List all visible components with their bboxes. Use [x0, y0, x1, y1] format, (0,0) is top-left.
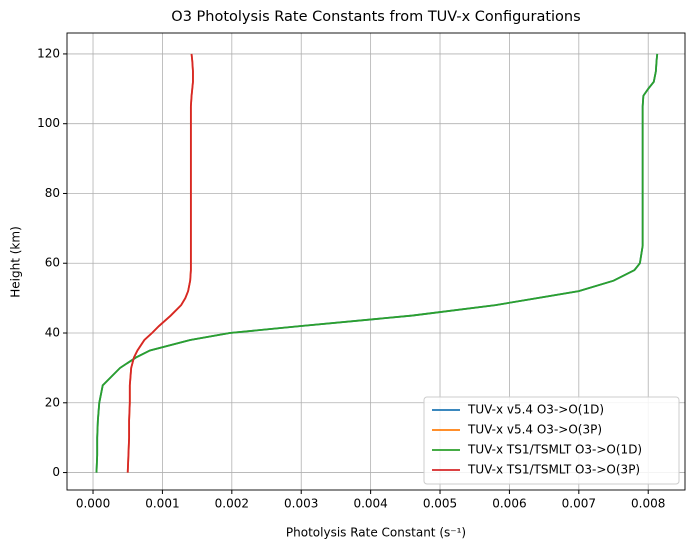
x-tick-label: 0.004: [353, 497, 387, 511]
x-tick-label: 0.007: [562, 497, 596, 511]
x-tick-label: 0.000: [76, 497, 110, 511]
y-tick-label: 0: [52, 465, 60, 479]
x-tick-label: 0.005: [423, 497, 457, 511]
legend-label: TUV-x TS1/TSMLT O3->O(1D): [467, 443, 642, 457]
plot-frame: [66, 32, 686, 491]
x-tick-label: 0.006: [492, 497, 526, 511]
data-line: [95, 53, 659, 473]
x-tick-label: 0.008: [631, 497, 665, 511]
x-tick-label: 0.002: [215, 497, 249, 511]
legend-label: TUV-x v5.4 O3->O(1D): [467, 403, 604, 417]
y-tick-label: 120: [37, 46, 60, 60]
y-tick-label: 40: [45, 326, 60, 340]
chart-title: O3 Photolysis Rate Constants from TUV-x …: [171, 9, 580, 25]
legend-label: TUV-x TS1/TSMLT O3->O(3P): [467, 463, 640, 477]
data-line: [126, 53, 194, 473]
legend-label: TUV-x v5.4 O3->O(3P): [467, 423, 602, 437]
y-tick-label: 100: [37, 116, 60, 130]
y-tick-label: 60: [45, 256, 60, 270]
y-tick-label: 80: [45, 186, 60, 200]
y-tick-label: 20: [45, 395, 60, 409]
x-axis-label: Photolysis Rate Constant (s⁻¹): [286, 526, 466, 540]
x-tick-label: 0.001: [145, 497, 179, 511]
y-axis-label: Height (km): [9, 226, 23, 297]
legend-box: [423, 396, 680, 485]
x-tick-label: 0.003: [284, 497, 318, 511]
